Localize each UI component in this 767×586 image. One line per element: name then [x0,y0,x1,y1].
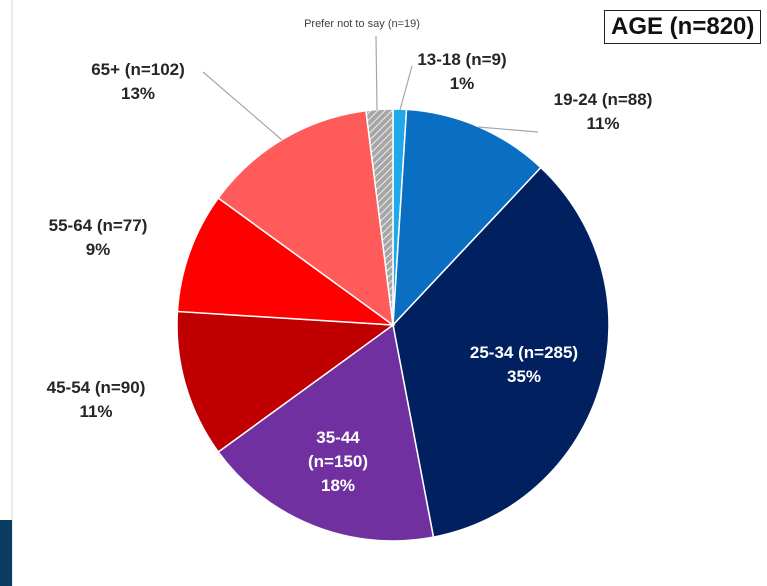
slice-label: 65+ (n=102) 13% [63,58,213,106]
leader-line [375,35,378,111]
slice-label: 55-64 (n=77) 9% [23,214,173,262]
category-label: 55-64 (n=77) [48,216,148,235]
value-label: 18% [320,476,356,495]
slice-label: 25-34 (n=285) 35% [434,341,614,389]
pie-slice [217,323,435,542]
slice-label: 13-18 (n=9) 1% [407,48,517,96]
category-label: 45-54 (n=90) [46,378,146,397]
category-label: 35-44 (n=150) [308,428,368,471]
pie-slice [176,310,396,454]
category-label: Prefer not to say (n=19) [304,18,420,30]
pie [176,108,610,542]
slice-label: 45-54 (n=90) 11% [21,376,171,424]
chart-title: AGE (n=820) [604,10,762,44]
value-label: 11% [79,402,113,421]
slice-label: 19-24 (n=88) 11% [533,88,673,136]
leader-lines [202,35,539,141]
leader-line [399,65,413,111]
leader-line [202,71,283,141]
pie-slice [217,109,394,327]
leader-line [477,126,539,133]
pie-slice [176,196,396,326]
category-label: 25-34 (n=285) [469,343,579,362]
value-label: 35% [506,367,542,386]
background-strip [0,520,12,586]
slice-label: 35-44 (n=150) 18% [293,426,383,498]
value-label: 9% [85,240,111,259]
slice-label: Prefer not to say (n=19) [262,17,462,31]
category-label: 13-18 (n=9) [417,50,507,69]
value-label: 13% [120,84,156,103]
pie-slice-hatch [365,109,393,325]
pie-slice [392,166,610,539]
value-label: 11% [586,114,620,133]
category-label: 19-24 (n=88) [553,90,653,109]
category-label: 65+ (n=102) [91,60,185,79]
value-label: 1% [449,74,475,93]
